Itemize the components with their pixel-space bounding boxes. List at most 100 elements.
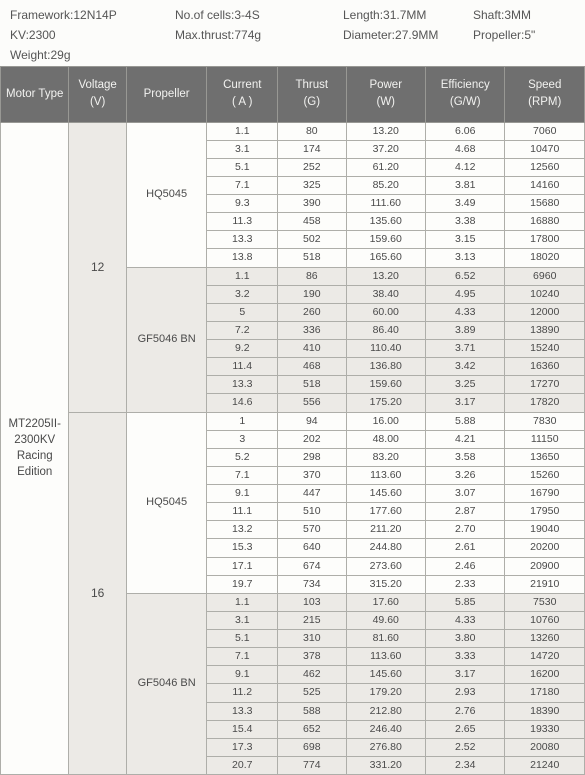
data-cell: 190 [278,285,346,303]
data-cell: 7060 [505,122,585,140]
data-cell: 3.17 [425,666,504,684]
col-efficiency: Efficiency(G/W) [425,67,504,123]
col-motor: Motor Type [1,67,69,123]
data-cell: 16880 [505,213,585,231]
data-cell: 16360 [505,358,585,376]
data-cell: 5 [207,303,278,321]
data-cell: 5.1 [207,630,278,648]
data-cell: 111.60 [346,195,425,213]
propeller-cell: GF5046 BN [126,267,207,412]
table-row: MT2205II-2300KV Racing Edition12HQ50451.… [1,122,585,140]
data-cell: 13.3 [207,702,278,720]
data-cell: 17.60 [346,593,425,611]
data-cell: 13.8 [207,249,278,267]
data-cell: 80 [278,122,346,140]
data-cell: 17800 [505,231,585,249]
data-cell: 5.1 [207,158,278,176]
data-cell: 17180 [505,684,585,702]
data-cell: 7.1 [207,176,278,194]
data-cell: 13.2 [207,521,278,539]
spec-grid: Framework:12N14P No.of cells:3-4S Length… [0,0,585,66]
data-cell: 4.95 [425,285,504,303]
data-cell: 3.26 [425,466,504,484]
data-cell: 159.60 [346,376,425,394]
propeller-cell: HQ5045 [126,122,207,267]
data-cell: 3.15 [425,231,504,249]
data-cell: 20.7 [207,756,278,774]
data-cell: 110.40 [346,340,425,358]
data-cell: 3.13 [425,249,504,267]
data-cell: 674 [278,557,346,575]
data-cell: 113.60 [346,648,425,666]
data-cell: 4.21 [425,430,504,448]
motor-data-table: Motor Type Voltage(V) Propeller Current(… [0,66,585,775]
data-cell: 2.87 [425,503,504,521]
data-cell: 19040 [505,521,585,539]
data-cell: 2.34 [425,756,504,774]
data-cell: 85.20 [346,176,425,194]
data-cell: 177.60 [346,503,425,521]
col-power: Power(W) [346,67,425,123]
data-cell: 202 [278,430,346,448]
data-cell: 38.40 [346,285,425,303]
data-cell: 774 [278,756,346,774]
data-cell: 9.1 [207,485,278,503]
data-cell: 215 [278,611,346,629]
data-cell: 16790 [505,485,585,503]
data-cell: 3.38 [425,213,504,231]
data-cell: 2.93 [425,684,504,702]
spec-framework: Framework:12N14P [10,8,175,22]
data-cell: 6.52 [425,267,504,285]
col-thrust: Thrust(G) [278,67,346,123]
data-cell: 3.1 [207,611,278,629]
data-cell: 252 [278,158,346,176]
data-cell: 5.85 [425,593,504,611]
data-cell: 7.2 [207,321,278,339]
data-cell: 260 [278,303,346,321]
data-cell: 10240 [505,285,585,303]
data-cell: 652 [278,720,346,738]
data-cell: 3.81 [425,176,504,194]
spec-cells: No.of cells:3-4S [175,8,343,22]
data-cell: 13.20 [346,122,425,140]
data-cell: 19330 [505,720,585,738]
data-cell: 468 [278,358,346,376]
data-cell: 145.60 [346,485,425,503]
spec-kv: KV:2300 [10,28,175,42]
data-cell: 174 [278,140,346,158]
data-cell: 3.58 [425,448,504,466]
data-cell: 15680 [505,195,585,213]
spec-length: Length:31.7MM [343,8,473,22]
data-cell: 16.00 [346,412,425,430]
data-cell: 525 [278,684,346,702]
data-cell: 11.1 [207,503,278,521]
data-cell: 244.80 [346,539,425,557]
data-cell: 5.2 [207,448,278,466]
data-cell: 13.20 [346,267,425,285]
data-cell: 10470 [505,140,585,158]
data-cell: 3.1 [207,140,278,158]
data-cell: 60.00 [346,303,425,321]
data-cell: 86.40 [346,321,425,339]
data-cell: 640 [278,539,346,557]
data-cell: 94 [278,412,346,430]
data-cell: 20080 [505,738,585,756]
data-cell: 10760 [505,611,585,629]
data-cell: 3.89 [425,321,504,339]
data-cell: 3.33 [425,648,504,666]
data-cell: 15.3 [207,539,278,557]
data-cell: 378 [278,648,346,666]
data-cell: 7830 [505,412,585,430]
data-cell: 6960 [505,267,585,285]
data-cell: 21910 [505,575,585,593]
data-cell: 16200 [505,666,585,684]
data-cell: 331.20 [346,756,425,774]
data-cell: 12000 [505,303,585,321]
data-cell: 165.60 [346,249,425,267]
data-cell: 310 [278,630,346,648]
data-cell: 212.80 [346,702,425,720]
data-cell: 175.20 [346,394,425,412]
data-cell: 13.3 [207,376,278,394]
data-cell: 11.2 [207,684,278,702]
data-cell: 734 [278,575,346,593]
